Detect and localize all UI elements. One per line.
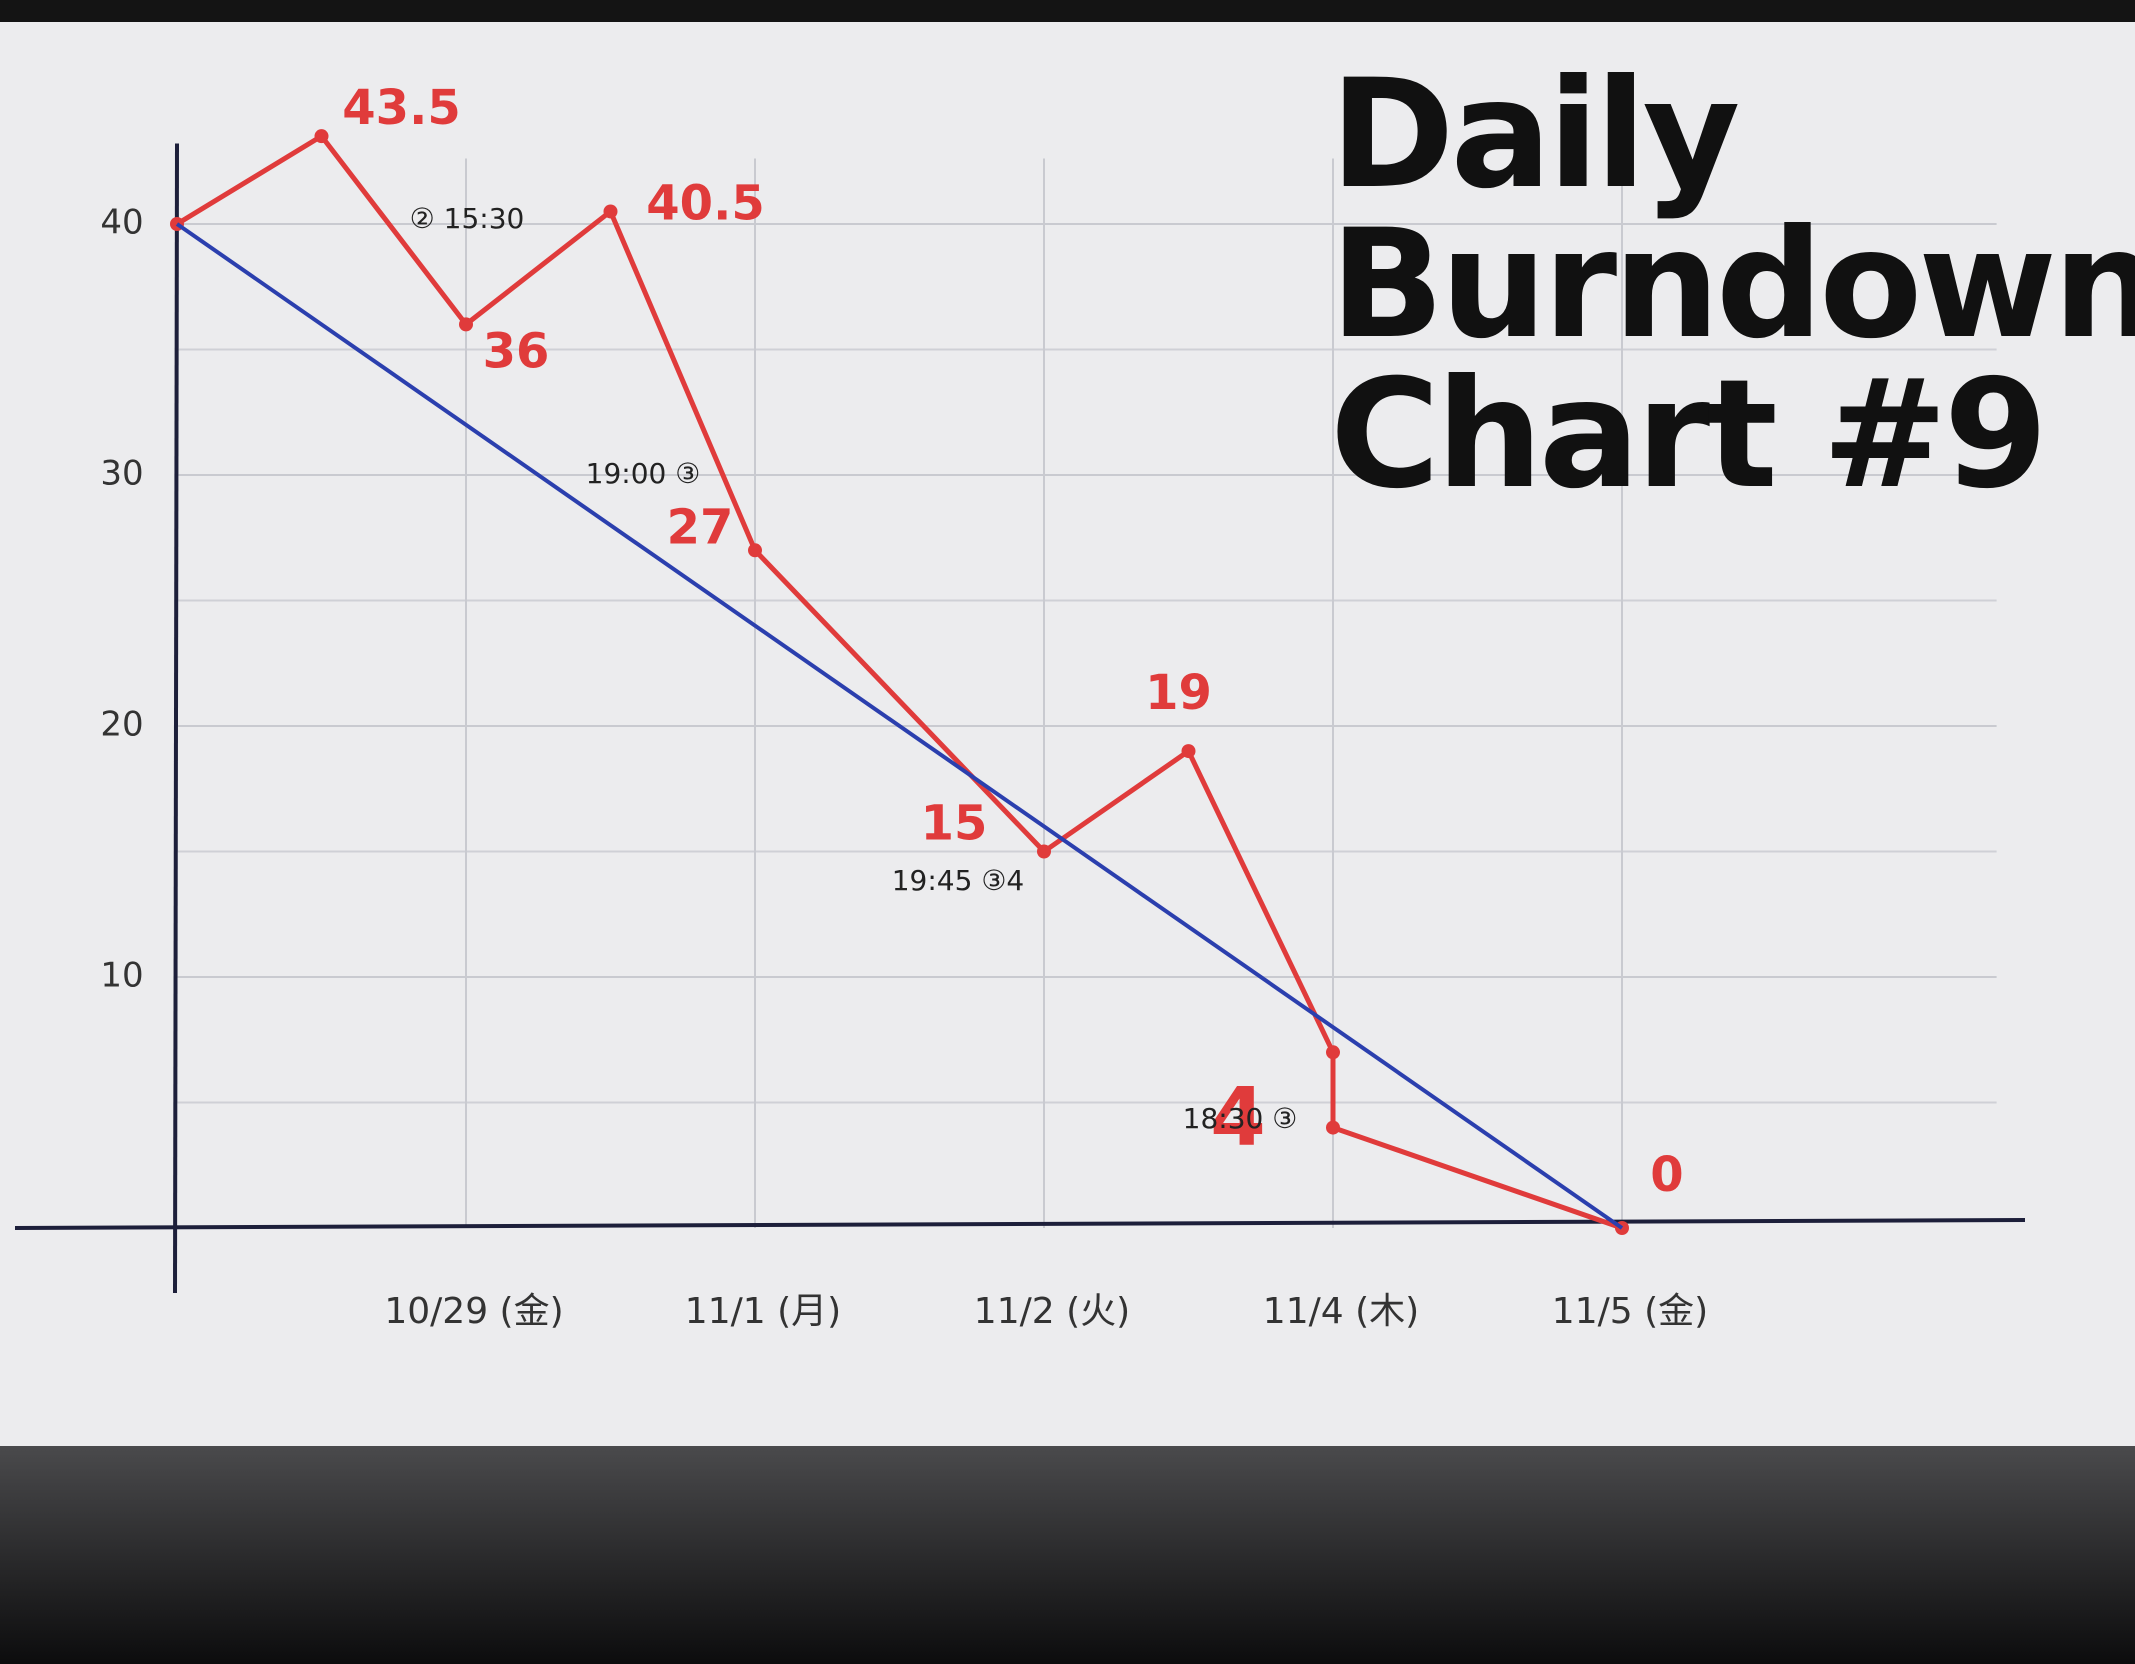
paper	[0, 22, 2135, 1446]
y-axis	[173, 143, 179, 1294]
data-point	[459, 317, 473, 332]
data-point	[748, 543, 762, 558]
x-tick-label: 11/2 (火)	[974, 1291, 1130, 1332]
data-label: 0	[1650, 1147, 1683, 1203]
x-tick-label: 11/4 (木)	[1263, 1291, 1419, 1332]
x-tick-label: 10/29 (金)	[384, 1291, 563, 1332]
data-label: 4	[1210, 1071, 1266, 1164]
annotation: 18:30 ③	[1183, 1102, 1298, 1135]
series-line	[175, 222, 1624, 1230]
data-point	[1326, 1120, 1340, 1135]
data-label: 27	[667, 499, 734, 555]
y-tick-label: 40	[100, 203, 143, 243]
data-point	[314, 129, 329, 144]
data-point	[1037, 844, 1051, 859]
y-tick-label: 20	[100, 705, 143, 745]
table-shadow	[0, 1446, 2135, 1664]
series-line	[175, 133, 1623, 1231]
data-label: 19	[1145, 665, 1212, 721]
annotation: 19:00 ③	[586, 457, 701, 490]
y-tick-label: 30	[100, 454, 143, 494]
data-label: 36	[483, 323, 550, 379]
x-axis	[14, 1218, 2026, 1230]
y-tick-label: 10	[100, 956, 143, 996]
chart-title: Daily Burndown Chart #9	[1330, 48, 2135, 522]
annotation: ② 15:30	[410, 202, 525, 235]
data-label: 40.5	[646, 175, 764, 231]
data-label: 15	[921, 796, 988, 852]
x-tick-label: 11/1 (月)	[685, 1291, 841, 1332]
data-point	[1181, 744, 1196, 759]
data-label: 43.5	[342, 80, 460, 136]
data-point	[1326, 1045, 1340, 1060]
annotation: 19:45 ③4	[892, 864, 1025, 897]
data-point	[603, 204, 618, 219]
x-tick-label: 11/5 (金)	[1552, 1291, 1708, 1332]
